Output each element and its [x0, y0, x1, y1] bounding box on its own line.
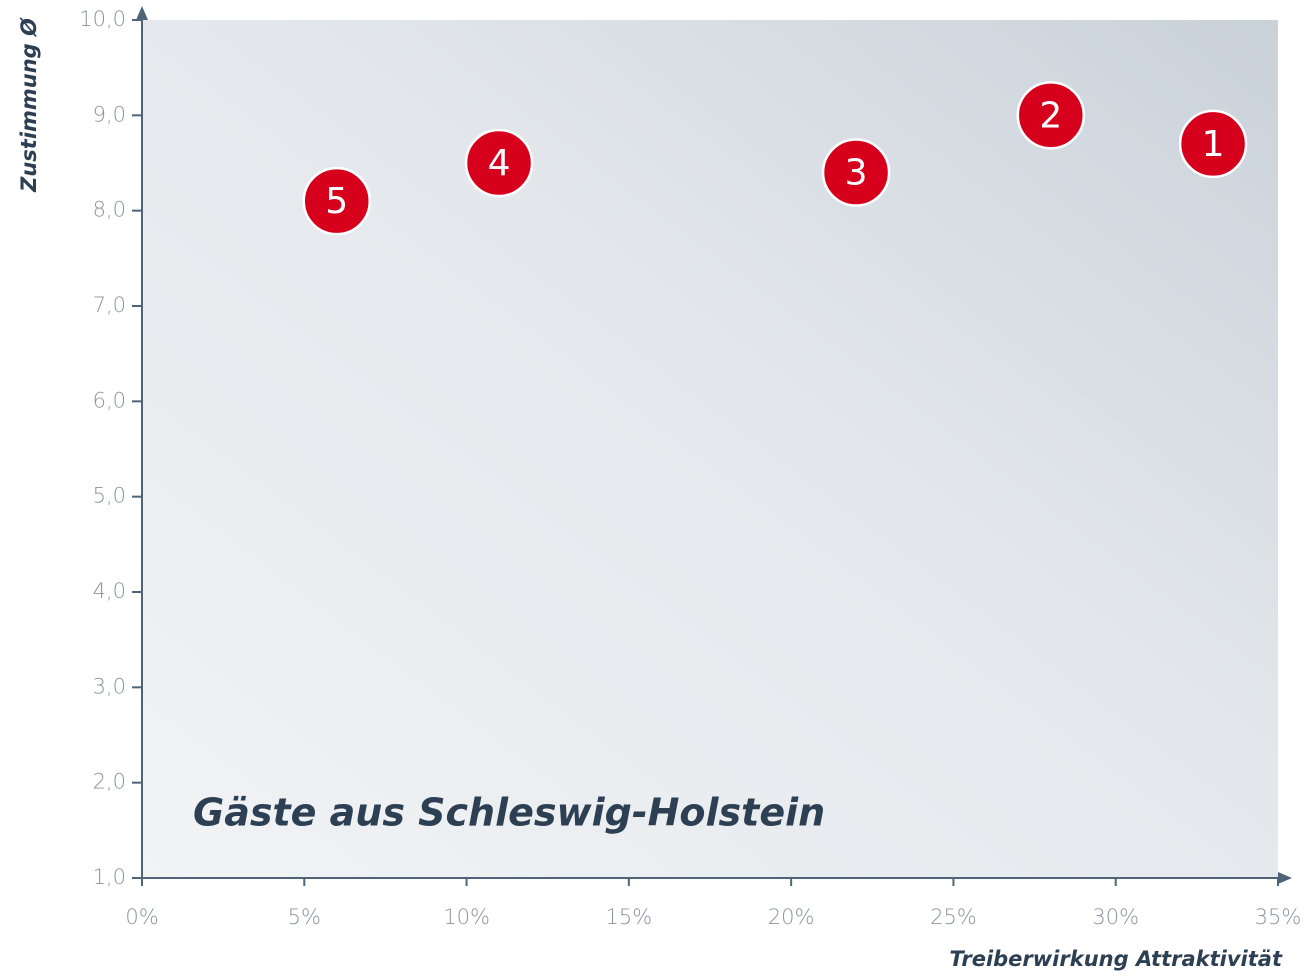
point-label: 2 — [1039, 95, 1062, 136]
y-axis-label: Zustimmung Ø — [17, 17, 41, 193]
point — [821, 138, 891, 207]
plot-background — [142, 20, 1278, 878]
point-label: 4 — [488, 143, 511, 184]
x-tick-label: 0% — [125, 905, 158, 929]
point-label: 3 — [845, 153, 868, 194]
y-tick-label: 7,0 — [93, 293, 126, 317]
x-tick-label: 5% — [288, 905, 321, 929]
y-tick-label: 9,0 — [93, 102, 126, 126]
annotation: Gäste aus Schleswig-Holstein — [193, 791, 825, 835]
y-tick-label: 2,0 — [93, 770, 126, 794]
y-arrow — [136, 6, 148, 20]
y-tick-label: 10,0 — [79, 7, 126, 31]
y-tick-label: 6,0 — [93, 388, 126, 412]
x-tick-label: 20% — [768, 905, 815, 929]
point — [302, 166, 371, 236]
x-tick-label: 15% — [606, 905, 653, 929]
y-tick-label: 8,0 — [93, 198, 126, 222]
x-tick-label: 25% — [930, 905, 977, 929]
y-tick-label: 1,0 — [93, 865, 126, 889]
y-tick-label: 4,0 — [93, 579, 126, 603]
y-tick-label: 3,0 — [93, 674, 126, 698]
y-tick-label: 5,0 — [93, 484, 126, 508]
point — [1178, 109, 1248, 179]
point — [464, 128, 534, 198]
x-tick-label: 10% — [443, 905, 490, 929]
point — [1016, 81, 1086, 150]
point-label: 5 — [325, 181, 348, 222]
x-tick-label: 35% — [1255, 905, 1302, 929]
x-axis-label: Treiberwirkung Attraktivität — [949, 947, 1283, 971]
point-label: 1 — [1202, 124, 1225, 165]
x-arrow — [1278, 872, 1292, 884]
x-tick-label: 30% — [1092, 905, 1139, 929]
